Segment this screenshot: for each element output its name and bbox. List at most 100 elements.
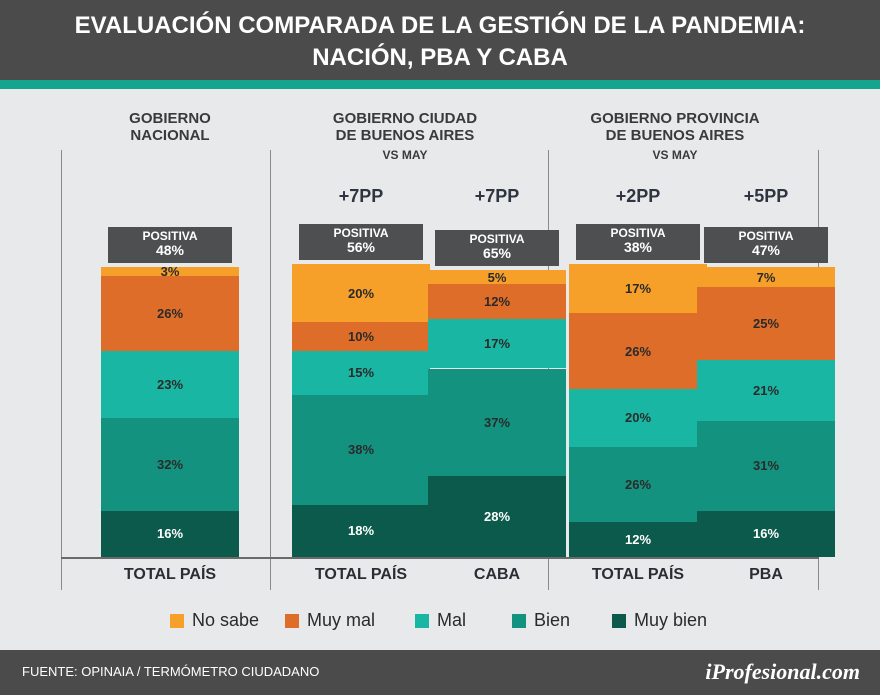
- data-label: 26%: [624, 343, 652, 359]
- positiva-box: POSITIVA 56%: [299, 224, 423, 261]
- positiva-box: POSITIVA 48%: [108, 227, 232, 263]
- legend-swatch: [612, 613, 626, 628]
- bar-segment-muy-mal: 26%: [101, 275, 239, 352]
- legend-swatch: [512, 613, 526, 628]
- data-label: 17%: [483, 336, 511, 352]
- bar-segment-mal: 15%: [292, 351, 430, 395]
- positiva-value: 65%: [482, 244, 512, 261]
- x-axis-label: PBA: [749, 566, 783, 583]
- chart-title-line-1: EVALUACIÓN COMPARADA DE LA GESTIÓN DE LA…: [74, 12, 806, 39]
- data-label: 18%: [347, 523, 375, 539]
- positiva-value: 56%: [346, 239, 376, 256]
- positiva-box: POSITIVA 65%: [435, 229, 559, 266]
- bar-segment-muy-mal: 10%: [292, 322, 430, 352]
- data-label: 38%: [347, 442, 375, 458]
- data-label: 17%: [624, 281, 652, 297]
- bar-segment-bien: 31%: [697, 420, 835, 511]
- data-label: 20%: [347, 285, 375, 301]
- bar-segment-bien: 38%: [292, 394, 430, 505]
- x-axis-label: TOTAL PAÍS: [314, 566, 408, 583]
- data-label: 12%: [624, 532, 652, 548]
- bar-segment-muy-mal: 26%: [569, 313, 707, 389]
- bar-segment-muy-bien: 18%: [292, 504, 430, 557]
- legend-item-bien: Bien: [512, 610, 570, 631]
- data-label: 7%: [756, 269, 776, 285]
- data-label: 20%: [624, 410, 652, 426]
- data-label: 3%: [160, 263, 180, 279]
- positiva-value: 47%: [751, 242, 781, 258]
- data-label: 26%: [624, 476, 652, 492]
- legend-item-muy-bien: Muy bien: [612, 610, 707, 631]
- x-axis-label: CABA: [473, 566, 521, 583]
- data-label: 16%: [156, 526, 184, 542]
- legend-label: Bien: [534, 610, 571, 630]
- group-heading-line-1: GOBIERNO CIUDAD: [332, 110, 478, 127]
- column-separator: [270, 150, 271, 590]
- data-label: 15%: [347, 365, 375, 381]
- x-axis-label: TOTAL PAÍS: [591, 566, 685, 583]
- group-heading-line-2: DE BUENOS AIRES: [335, 127, 475, 144]
- positiva-box: POSITIVA 38%: [576, 224, 700, 261]
- bar-segment-no-sabe: 7%: [697, 267, 835, 288]
- x-axis-label: TOTAL PAÍS: [123, 566, 217, 583]
- chart-title-line-2: NACIÓN, PBA Y CABA: [312, 44, 568, 71]
- positiva-label: POSITIVA: [738, 229, 794, 243]
- data-label: 10%: [347, 329, 375, 345]
- data-label: 32%: [156, 456, 184, 472]
- bar-segment-muy-bien: 28%: [428, 475, 566, 557]
- legend-item-no-sabe: No sabe: [170, 610, 259, 631]
- vs-may-delta: +7PP: [338, 186, 384, 206]
- data-label: 28%: [483, 508, 511, 524]
- legend-item-mal: Mal: [415, 610, 466, 631]
- legend-item-muy-mal: Muy mal: [285, 610, 375, 631]
- bar-segment-bien: 37%: [428, 368, 566, 476]
- positiva-label: POSITIVA: [142, 229, 198, 243]
- vs-may-delta: +2PP: [615, 186, 661, 206]
- positiva-label: POSITIVA: [469, 231, 525, 246]
- data-label: 23%: [156, 376, 184, 392]
- bar-segment-muy-bien: 16%: [697, 510, 835, 557]
- bar-segment-mal: 23%: [101, 351, 239, 418]
- bar-segment-muy-bien: 12%: [569, 522, 707, 557]
- group-heading-line-1: GOBIERNO: [129, 110, 211, 127]
- group-heading-line-1: GOBIERNO PROVINCIA: [590, 110, 760, 127]
- source-note: FUENTE: OPINAIA / TERMÓMETRO CIUDADANO: [22, 664, 320, 679]
- vs-may-delta: +5PP: [743, 186, 789, 206]
- bar-segment-muy-bien: 16%: [101, 510, 239, 557]
- bar-segment-no-sabe: 20%: [292, 264, 430, 323]
- data-label: 37%: [483, 414, 511, 430]
- bar-segment-mal: 20%: [569, 388, 707, 447]
- bar-segment-mal: 17%: [428, 319, 566, 369]
- data-label: 5%: [487, 269, 507, 285]
- group-heading-pba: GOBIERNO PROVINCIA DE BUENOS AIRES: [560, 110, 790, 144]
- footer-bar: FUENTE: OPINAIA / TERMÓMETRO CIUDADANO i…: [0, 650, 880, 695]
- accent-strip: [0, 80, 880, 89]
- group-heading-line-2: DE BUENOS AIRES: [605, 127, 745, 144]
- data-label: 16%: [752, 526, 780, 542]
- chart-baseline: [61, 557, 819, 559]
- data-label: 21%: [752, 382, 780, 398]
- positiva-box: POSITIVA 47%: [704, 227, 828, 263]
- data-label: 26%: [156, 305, 184, 321]
- data-label: 31%: [752, 458, 780, 474]
- legend-swatch: [170, 613, 184, 628]
- data-label: 12%: [483, 294, 511, 310]
- brand-logo: iProfesional.com: [705, 659, 860, 684]
- positiva-value: 38%: [623, 239, 653, 256]
- legend-label: No sabe: [192, 610, 260, 630]
- vs-may-delta: +7PP: [474, 186, 520, 206]
- group-heading-line-2: NACIONAL: [130, 127, 210, 144]
- positiva-value: 48%: [155, 242, 185, 258]
- bar-segment-no-sabe: 5%: [428, 270, 566, 285]
- bar-segment-no-sabe: 3%: [101, 263, 239, 279]
- group-heading-nacion: GOBIERNO NACIONAL: [90, 110, 250, 144]
- vs-may-caption-pba: VS MAY: [652, 148, 698, 162]
- bar-segment-bien: 32%: [101, 417, 239, 511]
- column-separator: [61, 150, 62, 590]
- header-banner: EVALUACIÓN COMPARADA DE LA GESTIÓN DE LA…: [0, 0, 880, 80]
- positiva-label: POSITIVA: [333, 226, 389, 241]
- legend: No sabe Muy mal Mal Bien Muy bien: [0, 610, 880, 636]
- positiva-label: POSITIVA: [610, 226, 666, 241]
- data-label: 25%: [752, 316, 780, 332]
- legend-label: Muy mal: [307, 610, 376, 630]
